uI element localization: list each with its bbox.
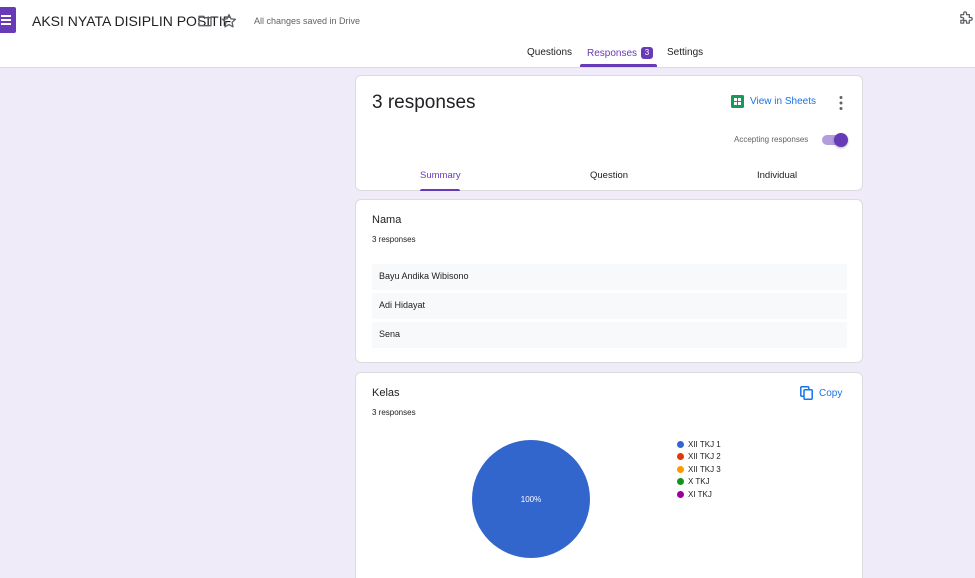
toggle-knob	[834, 133, 848, 147]
copy-chart-button[interactable]: Copy	[800, 386, 842, 400]
legend-item: XII TKJ 2	[677, 451, 721, 464]
legend-label: XI TKJ	[688, 489, 712, 499]
chart-legend: XII TKJ 1 XII TKJ 2 XII TKJ 3 X TKJ XI TKJ	[677, 438, 721, 501]
tab-questions[interactable]: Questions	[527, 47, 573, 58]
legend-item: XII TKJ 3	[677, 463, 721, 476]
question-title: Kelas	[372, 387, 400, 399]
view-in-sheets-label: View in Sheets	[750, 96, 816, 107]
tab-responses-label: Responses	[587, 48, 638, 59]
active-subtab-indicator	[420, 189, 460, 191]
legend-label: X TKJ	[688, 477, 710, 487]
kelas-pie-chart: 100%	[472, 440, 590, 558]
view-in-sheets-button[interactable]: View in Sheets	[731, 95, 816, 108]
answer-row: Bayu Andika Wibisono	[372, 264, 847, 290]
save-status: All changes saved in Drive	[254, 16, 361, 26]
app-header: AKSI NYATA DISIPLIN POSITIF All changes …	[0, 0, 975, 68]
copy-icon	[800, 386, 813, 400]
responses-header-card: 3 responses View in Sheets Accepting res…	[355, 75, 863, 191]
legend-label: XII TKJ 1	[688, 439, 721, 449]
legend-swatch	[677, 453, 684, 461]
question-title: Nama	[372, 214, 402, 226]
star-icon[interactable]	[220, 12, 238, 30]
legend-item: X TKJ	[677, 476, 721, 489]
legend-swatch	[677, 478, 684, 486]
copy-label: Copy	[819, 387, 843, 399]
folder-icon[interactable]	[197, 13, 213, 29]
active-tab-indicator	[580, 64, 657, 67]
pie-slice	[472, 440, 590, 558]
question-card-kelas: Kelas 3 responses Copy 100% XII TKJ 1 XII…	[355, 372, 863, 578]
google-sheets-icon	[731, 95, 744, 108]
subtab-question[interactable]: Question	[590, 170, 629, 181]
legend-label: XII TKJ 3	[688, 464, 721, 474]
legend-label: XII TKJ 2	[688, 452, 721, 462]
add-ons-puzzle-icon[interactable]	[958, 9, 975, 26]
subtab-summary[interactable]: Summary	[420, 170, 461, 181]
legend-swatch	[677, 440, 684, 448]
responses-count-badge: 3	[641, 47, 654, 59]
tab-responses[interactable]: Responses 3	[587, 47, 654, 68]
more-options-icon[interactable]	[838, 95, 844, 111]
question-response-count: 3 responses	[372, 408, 416, 417]
form-title[interactable]: AKSI NYATA DISIPLIN POSITIF	[32, 13, 232, 29]
legend-swatch	[677, 465, 684, 473]
answer-row: Adi Hidayat	[372, 293, 847, 319]
legend-item: XII TKJ 1	[677, 438, 721, 451]
accepting-responses-toggle[interactable]	[822, 133, 848, 147]
pie-slice-label: 100%	[521, 495, 541, 504]
subtab-individual[interactable]: Individual	[757, 170, 798, 181]
main-tabs: Questions Responses 3 Settings	[0, 47, 975, 68]
legend-swatch	[677, 490, 684, 498]
tab-settings[interactable]: Settings	[667, 47, 704, 58]
accepting-responses-label: Accepting responses	[734, 135, 809, 144]
question-response-count: 3 responses	[372, 235, 416, 244]
legend-item: XI TKJ	[677, 488, 721, 501]
question-card-nama: Nama 3 responses Bayu Andika Wibisono Ad…	[355, 199, 863, 363]
forms-logo-icon[interactable]	[0, 7, 16, 33]
responses-count-title: 3 responses	[372, 92, 476, 113]
answer-row: Sena	[372, 322, 847, 348]
